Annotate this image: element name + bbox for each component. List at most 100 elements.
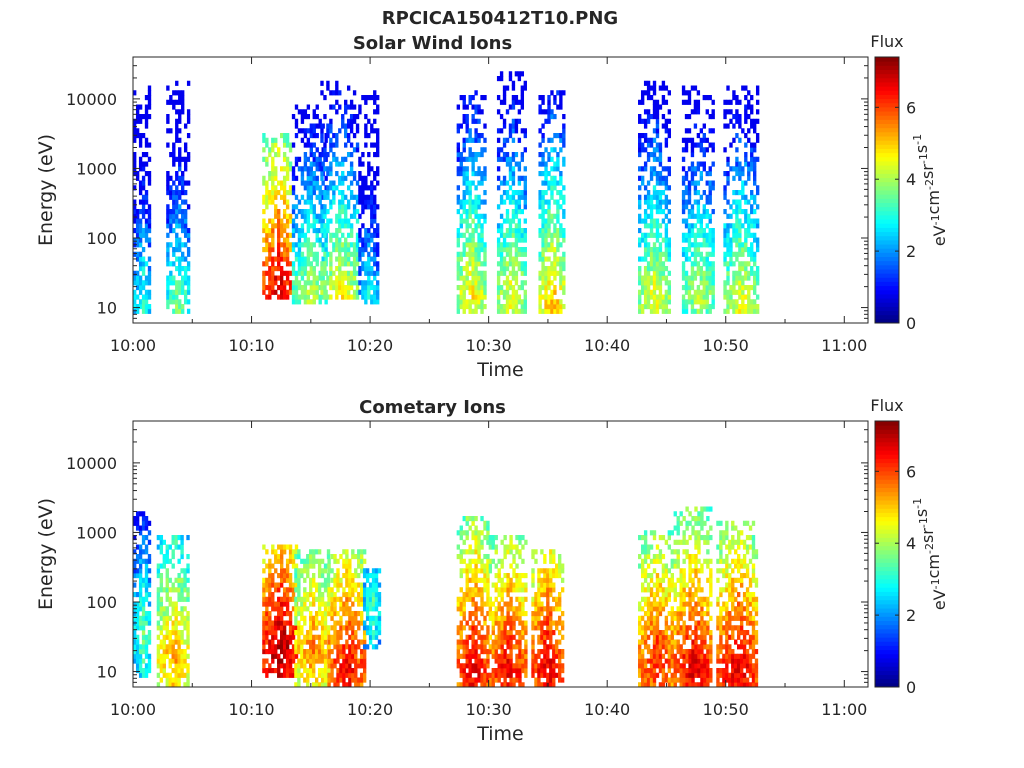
heatmap-cell bbox=[711, 147, 715, 153]
heatmap-cell bbox=[735, 256, 739, 262]
heatmap-cell bbox=[553, 185, 557, 191]
heatmap-cell bbox=[294, 582, 299, 588]
heatmap-cell bbox=[178, 118, 182, 124]
heatmap-cell bbox=[506, 620, 510, 626]
heatmap-cell bbox=[741, 194, 745, 200]
heatmap-cell bbox=[172, 142, 176, 148]
heatmap-cell bbox=[141, 577, 146, 583]
heatmap-cell bbox=[144, 582, 149, 588]
heatmap-cell bbox=[336, 558, 340, 564]
heatmap-cell bbox=[465, 242, 469, 248]
heatmap-cell bbox=[166, 247, 170, 253]
heatmap-cell bbox=[503, 573, 507, 579]
heatmap-cell bbox=[271, 194, 275, 200]
colorbar-step bbox=[875, 127, 899, 133]
heatmap-cell bbox=[309, 280, 313, 286]
heatmap-cell bbox=[477, 104, 481, 110]
heatmap-cell bbox=[315, 175, 319, 181]
heatmap-cell bbox=[649, 209, 654, 215]
heatmap-cell bbox=[638, 266, 642, 272]
heatmap-cell bbox=[277, 611, 281, 617]
heatmap-cell bbox=[335, 80, 339, 86]
heatmap-cell bbox=[696, 218, 701, 224]
heatmap-cell bbox=[550, 304, 554, 310]
heatmap-cell bbox=[477, 539, 481, 545]
heatmap-cell bbox=[509, 544, 513, 550]
heatmap-cell bbox=[315, 180, 319, 186]
heatmap-cell bbox=[471, 568, 475, 574]
heatmap-cell bbox=[169, 213, 173, 219]
heatmap-cell bbox=[488, 611, 493, 617]
heatmap-cell bbox=[175, 299, 179, 305]
heatmap-cell bbox=[135, 520, 140, 526]
heatmap-cell bbox=[294, 549, 299, 555]
heatmap-cell bbox=[465, 620, 469, 626]
heatmap-cell bbox=[747, 90, 751, 96]
heatmap-cell bbox=[159, 549, 164, 555]
heatmap-cell bbox=[277, 663, 281, 669]
heatmap-cell bbox=[741, 171, 745, 177]
heatmap-cell bbox=[271, 237, 275, 243]
heatmap-cell bbox=[320, 558, 325, 564]
heatmap-cell bbox=[468, 558, 472, 564]
heatmap-cell bbox=[544, 199, 548, 205]
heatmap-cell bbox=[271, 171, 275, 177]
heatmap-cell bbox=[309, 175, 313, 181]
heatmap-cell bbox=[499, 194, 504, 200]
heatmap-cell bbox=[483, 289, 487, 295]
heatmap-cell bbox=[661, 308, 666, 314]
heatmap-cell bbox=[496, 156, 501, 162]
heatmap-cell bbox=[362, 625, 367, 631]
heatmap-cell bbox=[462, 615, 466, 621]
heatmap-cell bbox=[655, 204, 660, 210]
colorbar-step bbox=[875, 135, 899, 141]
heatmap-cell bbox=[320, 573, 325, 579]
heatmap-cell bbox=[681, 85, 686, 91]
heatmap-cell bbox=[144, 649, 149, 655]
heatmap-cell bbox=[468, 237, 472, 243]
heatmap-cell bbox=[271, 166, 275, 172]
heatmap-cell bbox=[174, 639, 178, 645]
heatmap-cell bbox=[323, 639, 328, 645]
heatmap-cell bbox=[175, 237, 179, 243]
heatmap-cell bbox=[271, 199, 275, 205]
heatmap-cell bbox=[471, 535, 475, 541]
heatmap-cell bbox=[661, 266, 666, 272]
heatmap-cell bbox=[693, 166, 698, 172]
heatmap-cell bbox=[309, 128, 313, 134]
heatmap-cell bbox=[509, 663, 513, 669]
heatmap-cell bbox=[523, 270, 527, 276]
heatmap-cell bbox=[523, 232, 527, 238]
heatmap-cell bbox=[262, 592, 266, 598]
heatmap-cell bbox=[339, 601, 343, 607]
heatmap-cell bbox=[508, 285, 513, 291]
heatmap-cell bbox=[562, 228, 566, 234]
heatmap-cell bbox=[509, 601, 513, 607]
heatmap-cell bbox=[559, 133, 563, 139]
heatmap-cell bbox=[335, 285, 339, 291]
heatmap-cell bbox=[288, 582, 293, 588]
heatmap-cell bbox=[341, 256, 345, 262]
heatmap-cell bbox=[505, 180, 510, 186]
heatmap-cell bbox=[262, 568, 266, 574]
heatmap-cell bbox=[141, 285, 146, 291]
heatmap-cell bbox=[177, 634, 181, 640]
heatmap-cell bbox=[166, 251, 170, 257]
heatmap-cell bbox=[750, 266, 754, 272]
heatmap-cell bbox=[362, 668, 367, 674]
heatmap-cell bbox=[345, 658, 349, 664]
heatmap-cell bbox=[133, 199, 137, 205]
heatmap-cell bbox=[474, 199, 478, 205]
heatmap-cell bbox=[494, 573, 498, 579]
heatmap-cell bbox=[687, 275, 692, 281]
colorbar-step bbox=[875, 248, 899, 253]
heatmap-cell bbox=[517, 180, 522, 186]
heatmap-cell bbox=[667, 299, 672, 305]
heatmap-cell bbox=[747, 223, 751, 229]
heatmap-cell bbox=[141, 194, 146, 200]
heatmap-cell bbox=[349, 166, 354, 172]
heatmap-cell bbox=[351, 601, 355, 607]
heatmap-cell bbox=[329, 118, 333, 124]
heatmap-cell bbox=[511, 218, 516, 224]
heatmap-cell bbox=[144, 620, 149, 626]
